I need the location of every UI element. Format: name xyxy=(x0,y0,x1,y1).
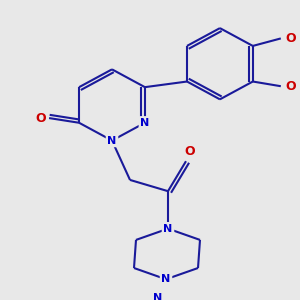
Text: O: O xyxy=(286,32,296,45)
Text: N: N xyxy=(153,293,163,300)
Text: O: O xyxy=(36,112,46,124)
Text: O: O xyxy=(185,145,195,158)
Text: N: N xyxy=(161,274,171,284)
Text: N: N xyxy=(164,224,172,234)
Text: O: O xyxy=(286,80,296,93)
Text: N: N xyxy=(107,136,117,146)
Text: N: N xyxy=(140,118,149,128)
